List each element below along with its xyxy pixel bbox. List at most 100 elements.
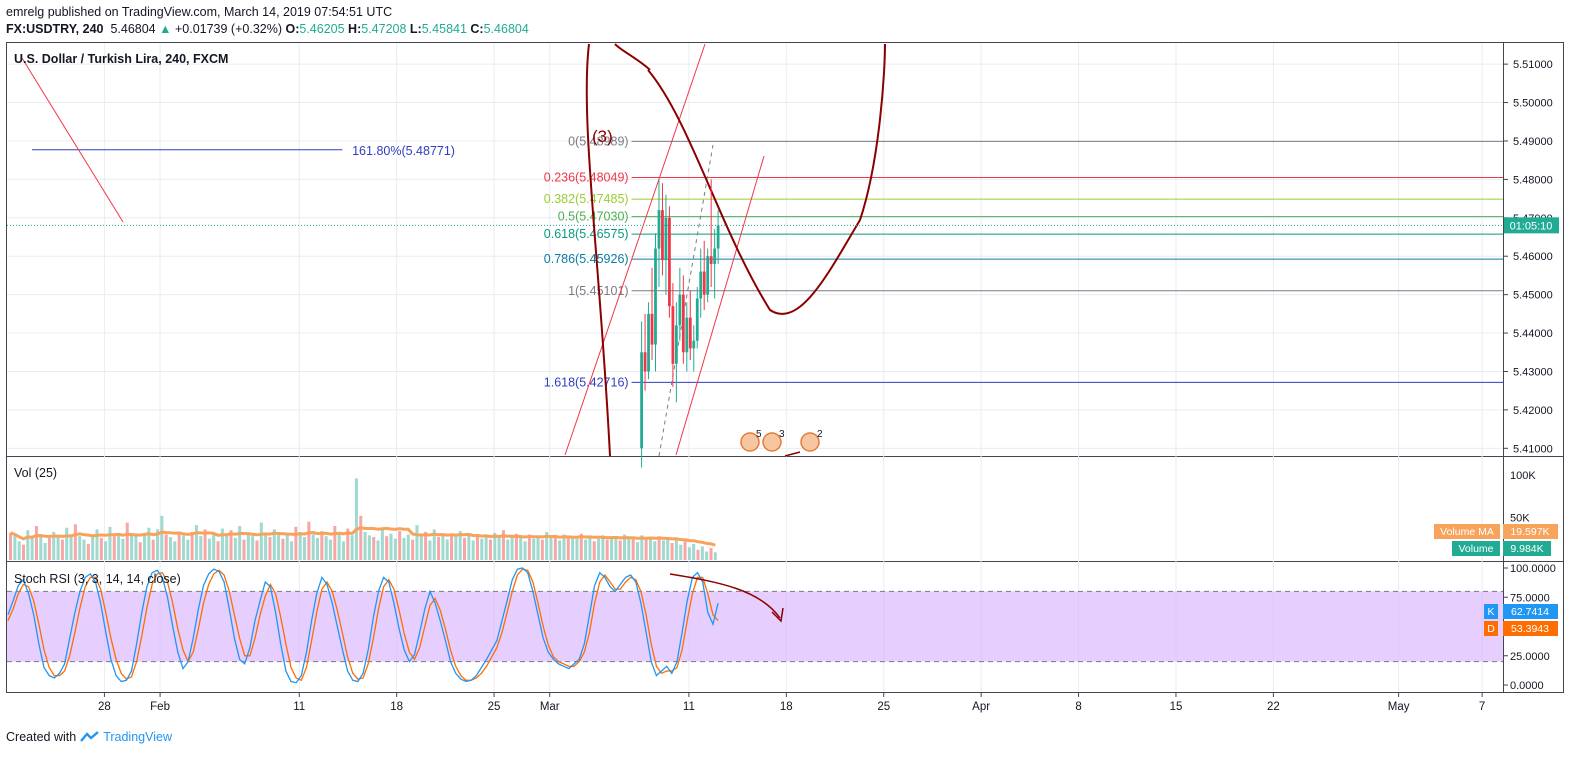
volume-bar — [488, 539, 492, 560]
price-tick-label: 5.42000 — [1513, 405, 1553, 417]
volume-bar — [566, 537, 570, 560]
volume-bar — [510, 536, 514, 560]
close-label: C: — [470, 22, 484, 36]
created-with-text: Created with — [6, 730, 77, 744]
volume-bar — [545, 531, 549, 560]
event-badge-2[interactable]: 3 — [762, 429, 785, 452]
extension-label: 161.80%(5.48771) — [352, 144, 455, 158]
stoch-k-tag-value: 62.7414 — [1511, 606, 1549, 618]
fib-level-label: 0(5.48989) — [568, 134, 628, 148]
volume-bar — [156, 529, 160, 560]
event-badge-2-count: 3 — [779, 429, 785, 440]
volume-bar — [199, 536, 203, 560]
volume-bar — [203, 529, 207, 560]
time-tick-label: 7 — [1479, 701, 1485, 713]
volume-bar — [679, 544, 683, 560]
stoch-tick-label: 100.0000 — [1510, 563, 1556, 575]
volume-bar — [597, 538, 601, 560]
volume-bar — [181, 535, 185, 560]
volume-bar — [164, 534, 168, 560]
price-tick-label: 5.50000 — [1513, 98, 1553, 110]
volume-bar — [99, 537, 103, 560]
volume-bar — [661, 540, 665, 560]
countdown-text: 01:05:10 — [1510, 220, 1553, 232]
volume-bar — [69, 534, 73, 560]
fib-level-label: 1.618(5.42716) — [544, 375, 629, 389]
volume-bar — [298, 531, 302, 560]
volume-bar — [463, 537, 467, 560]
stoch-pane-title: Stoch RSI (3, 3, 14, 14, close) — [14, 572, 181, 586]
volume-bar — [350, 535, 354, 560]
price-change: +0.01739 (+0.32%) — [174, 22, 282, 36]
candle-body — [671, 306, 675, 364]
candle-body — [681, 294, 685, 353]
stoch-tick-label: 0.0000 — [1510, 680, 1544, 692]
volume-bar — [207, 538, 211, 560]
stoch-d-tag-value: 53.3943 — [1511, 623, 1549, 635]
volume-bar — [259, 522, 263, 560]
volume-bar — [242, 539, 246, 560]
price-axis-ticks: 5.510005.500005.490005.480005.470005.460… — [1503, 59, 1553, 455]
symbol-name: FX:USDTRY, 240 — [6, 22, 104, 36]
time-tick-label: 8 — [1075, 701, 1081, 713]
candle-body — [702, 271, 706, 295]
event-badge-3[interactable]: 2 — [800, 429, 823, 452]
volume-ma-tag: Volume MA 19.597K — [1434, 524, 1558, 539]
volume-bar — [454, 536, 458, 560]
author-link[interactable]: emrelg — [6, 5, 45, 19]
volume-bar — [648, 537, 652, 560]
volume-bar — [246, 533, 250, 560]
channel-line-upper — [564, 43, 706, 456]
volume-bar — [458, 531, 462, 560]
time-tick-label: 25 — [488, 701, 501, 713]
volume-bar — [121, 538, 125, 560]
open-value: 5.46205 — [299, 22, 345, 36]
volume-bar — [112, 536, 116, 560]
price-tick-label: 5.43000 — [1513, 366, 1553, 378]
volume-value-tag: Volume 9.984K — [1452, 541, 1551, 556]
volume-bar — [380, 529, 384, 560]
volume-ma-line — [9, 526, 716, 547]
time-tick-label: 18 — [390, 701, 403, 713]
volume-bar — [553, 535, 557, 560]
event-badge-1[interactable]: 5 — [740, 429, 762, 452]
stoch-d-tag-label: D — [1487, 623, 1495, 635]
volume-bar — [194, 525, 198, 560]
volume-bar — [147, 527, 151, 560]
ellipse-arc-top — [614, 43, 651, 71]
volume-bar — [212, 534, 216, 560]
volume-bar — [415, 525, 419, 560]
volume-bar — [294, 526, 298, 560]
volume-bar — [428, 540, 432, 560]
high-value: 5.47208 — [361, 22, 407, 36]
volume-bar — [82, 539, 86, 560]
volume-bar — [303, 537, 307, 560]
tradingview-brand: TradingView — [103, 730, 172, 744]
volume-bar — [532, 538, 536, 560]
volume-bar — [549, 537, 553, 560]
stoch-divergence-arrow — [669, 573, 781, 619]
volume-bar — [406, 534, 410, 560]
volume-bar — [527, 534, 531, 560]
volume-bar — [333, 526, 337, 560]
tradingview-logo[interactable]: TradingView — [80, 730, 172, 744]
volume-bar — [268, 537, 272, 560]
volume-bar — [385, 536, 389, 560]
volume-bar — [190, 531, 194, 560]
volume-bar — [601, 535, 605, 560]
volume-bar — [471, 540, 475, 560]
wave-label-3: (3) — [592, 127, 613, 146]
volume-bar — [78, 536, 82, 560]
volume-bar — [592, 541, 596, 560]
stoch-tick-label: 75.0000 — [1510, 592, 1550, 604]
volume-bar — [30, 537, 34, 560]
volume-bar — [229, 530, 233, 560]
ellipse-arc-left — [585, 43, 611, 457]
footer: Created with TradingView — [6, 730, 172, 744]
close-value: 5.46804 — [483, 22, 529, 36]
volume-bar — [683, 541, 687, 560]
candle-body — [657, 210, 661, 249]
chart-drawings — [21, 43, 886, 457]
volume-bar — [125, 522, 129, 560]
